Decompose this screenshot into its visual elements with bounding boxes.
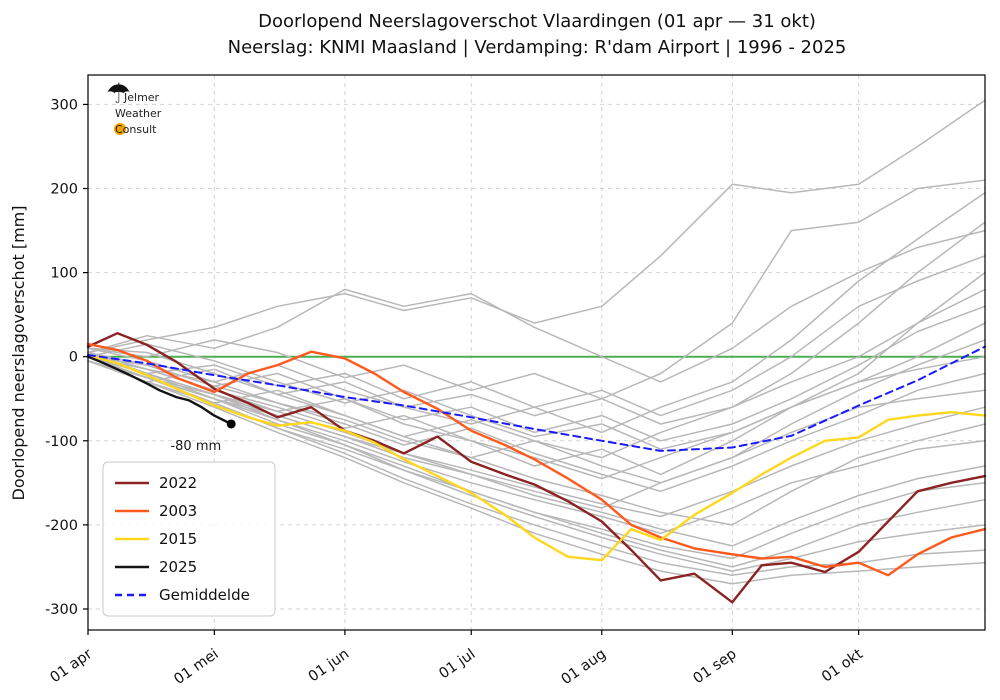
legend-entry-label: 2015 (159, 530, 197, 548)
y-tick-label: -100 (45, 434, 78, 450)
background-year-line (87, 347, 986, 526)
background-year-line (87, 355, 986, 568)
annotation-point (226, 419, 236, 429)
x-tick-label: 01 jul (436, 646, 478, 682)
highlighted-series-lines (86, 332, 987, 604)
legend: 2022 2003 2015 2025 Gemiddelde (102, 461, 276, 617)
x-tick-label: 01 okt (819, 646, 866, 686)
y-tick-label: -200 (45, 518, 78, 534)
chart-title-line2: Neerslag: KNMI Maasland | Verdamping: R'… (228, 37, 847, 58)
legend-entry: 2022 (115, 474, 197, 492)
legend-entry: Gemiddelde (115, 586, 250, 604)
x-tick-label: 01 sep (691, 646, 740, 687)
logo: ☂ Jelmer Weather Consult (106, 77, 162, 136)
background-year-line (87, 221, 986, 459)
logo-line2: Weather (115, 107, 162, 120)
legend-box (102, 461, 276, 617)
background-year-line (87, 179, 986, 417)
background-year-line (87, 229, 986, 383)
background-year-line (87, 255, 986, 417)
plot-area: -80 mm -300 -200 -100 0 100 200 300 01 apr 01 mei… (45, 74, 987, 688)
background-year-line (87, 355, 986, 535)
background-year-line (87, 343, 986, 450)
y-tick-label: -300 (45, 602, 78, 618)
background-year-line (87, 351, 986, 572)
y-tick-label: 300 (50, 97, 78, 113)
chart-title-line1: Doorlopend Neerslagoverschot Vlaardingen… (258, 11, 816, 32)
series-line-Gemiddelde (87, 345, 986, 452)
y-tick-label: 200 (50, 182, 78, 198)
background-year-line (87, 271, 986, 476)
background-year-line (87, 355, 986, 518)
x-tick-label: 01 jun (306, 646, 352, 685)
legend-entry-label: 2025 (159, 558, 197, 576)
background-year-line (87, 360, 986, 585)
y-tick-label: 0 (69, 350, 78, 366)
logo-line3: Consult (115, 123, 157, 136)
legend-entry: 2015 (115, 530, 197, 548)
x-tick-label: 01 mei (171, 646, 221, 688)
logo-line1: Jelmer (123, 91, 160, 104)
y-axis-label: Doorlopend neerslagoverschot [mm] (9, 206, 28, 501)
background-year-line (87, 351, 986, 493)
y-tick-label: 100 (50, 266, 78, 282)
series-line-2025 (86, 355, 233, 426)
sun-icon (114, 123, 126, 135)
background-year-line (87, 288, 986, 425)
x-tick-label: 01 apr (48, 646, 96, 686)
plot-border (87, 74, 986, 631)
legend-entry-label: Gemiddelde (159, 586, 250, 604)
legend-entry-label: 2003 (159, 502, 197, 520)
legend-entry: 2025 (115, 558, 197, 576)
background-year-line (87, 99, 986, 354)
x-tick-label: 01 aug (559, 646, 609, 688)
annotation: -80 mm (170, 419, 236, 454)
umbrella-icon: ☂ (106, 77, 131, 110)
legend-entry-label: 2022 (159, 474, 197, 492)
annotation-label: -80 mm (170, 439, 221, 454)
series-line-2015 (86, 353, 987, 562)
background-year-line (87, 305, 986, 442)
legend-entry: 2003 (115, 502, 197, 520)
